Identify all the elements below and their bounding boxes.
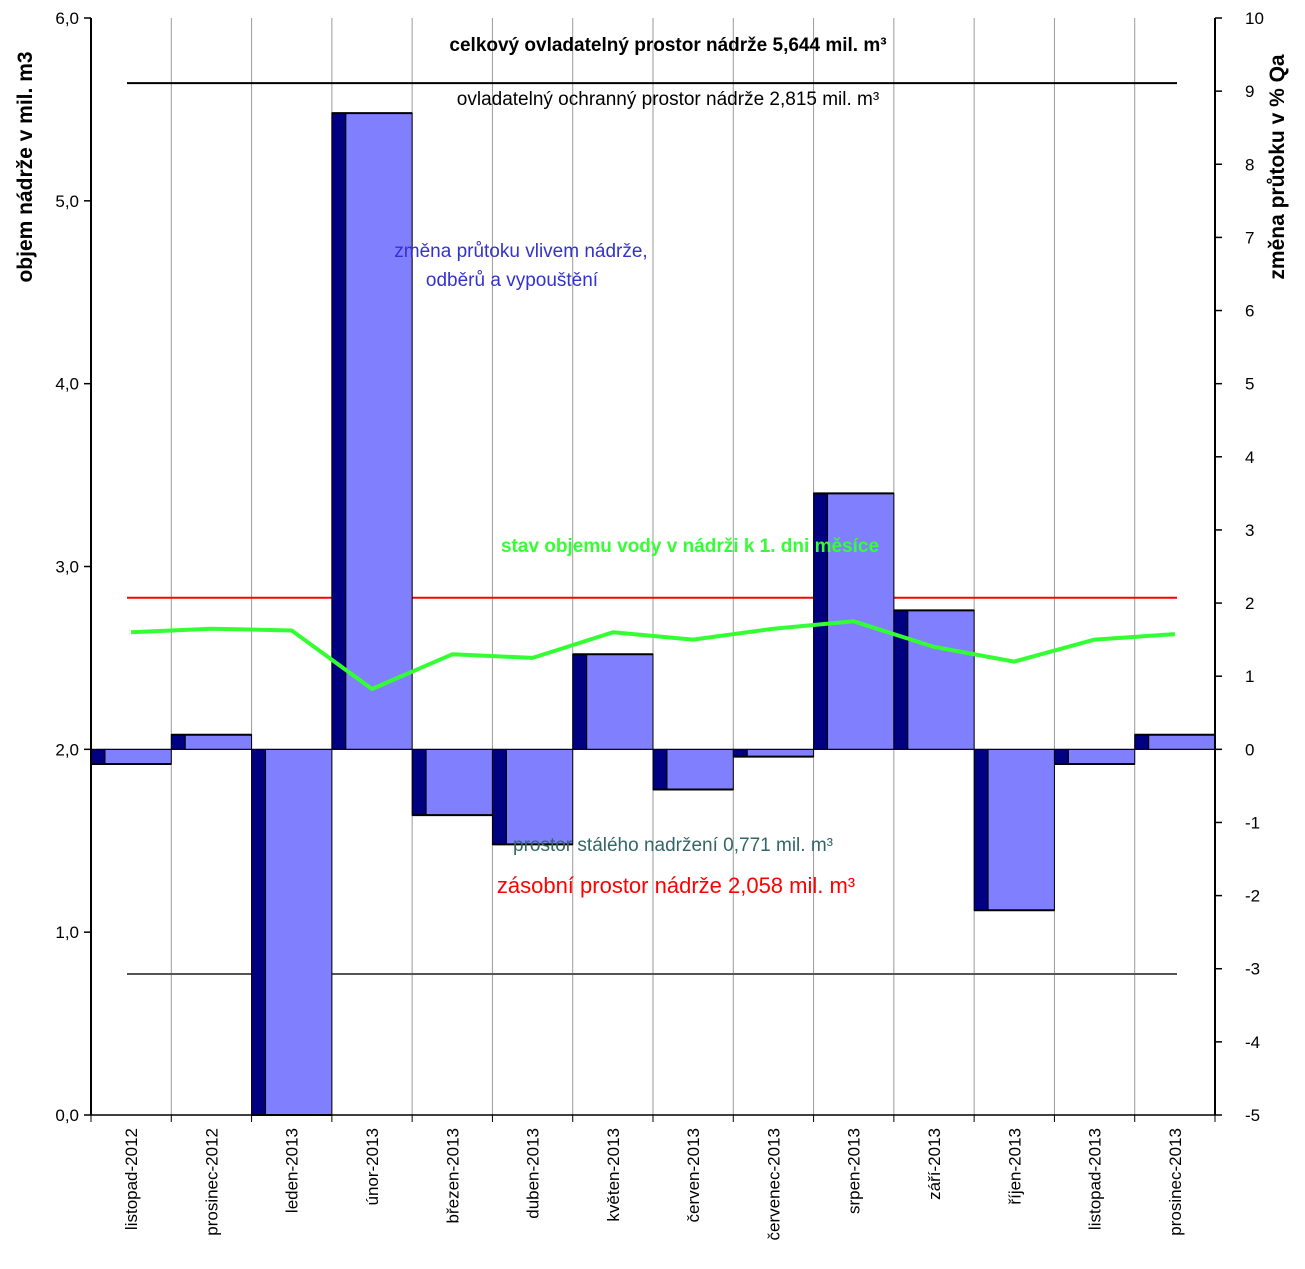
left-tick-label: 2,0 — [55, 740, 79, 759]
right-tick-label: 2 — [1245, 594, 1254, 613]
left-tick-label: 5,0 — [55, 192, 79, 211]
bar-front — [1148, 734, 1216, 750]
bar — [1134, 733, 1216, 750]
bar-front — [746, 748, 815, 758]
bar-side — [973, 748, 989, 911]
bar — [491, 748, 574, 846]
right-tick-label: 0 — [1245, 740, 1254, 759]
annotation-water-volume: stav objemu vody v nádrži k 1. dni měsíc… — [501, 536, 879, 557]
category-label: říjen-2013 — [1005, 1128, 1024, 1205]
bar-front — [104, 748, 172, 765]
bar-side — [1053, 748, 1069, 765]
left-tick-label: 3,0 — [55, 558, 79, 577]
right-tick-label: 7 — [1245, 228, 1254, 247]
category-label: duben-2013 — [524, 1128, 543, 1219]
bar-front — [184, 734, 253, 750]
annotation-permanent-space: prostor stálého nadržení 0,771 mil. m³ — [513, 835, 833, 856]
annotation-flow-change-line1: změna průtoku vlivem nádrže, — [394, 241, 647, 262]
category-label: září-2013 — [925, 1128, 944, 1200]
bar — [732, 748, 815, 758]
bar-front — [666, 748, 734, 791]
right-tick-label: 4 — [1245, 448, 1254, 467]
left-tick-label: 6,0 — [55, 9, 79, 28]
bar-front — [987, 748, 1055, 911]
category-label: červen-2013 — [684, 1128, 703, 1223]
category-label: listopad-2012 — [122, 1128, 141, 1230]
bar — [973, 748, 1055, 912]
bar — [572, 653, 654, 750]
category-label: leden-2013 — [283, 1128, 302, 1213]
bar-front — [345, 112, 413, 750]
bar-side — [732, 748, 748, 758]
bar — [1053, 748, 1136, 765]
bar — [652, 748, 734, 791]
bar-side — [90, 748, 106, 765]
right-tick-label: 10 — [1245, 9, 1264, 28]
bar-front — [265, 748, 333, 1116]
water-volume-line — [131, 619, 1176, 691]
bar-front — [907, 609, 975, 750]
bar-side — [411, 748, 427, 816]
category-label: listopad-2013 — [1086, 1128, 1105, 1230]
bar-front — [425, 748, 493, 816]
category-label: únor-2013 — [363, 1128, 382, 1206]
annotation-total-space: celkový ovladatelný prostor nádrže 5,644… — [449, 35, 886, 56]
right-tick-label: -4 — [1245, 1033, 1260, 1052]
bar — [90, 748, 172, 765]
tick-labels: 0,0 1,0 2,0 3,0 4,0 5,0 6,0 -5 -4 -3 -2 -1 0 1 2 3 4 5 6 7 8… — [55, 9, 1264, 1240]
right-tick-label: 1 — [1245, 667, 1254, 686]
left-tick-label: 0,0 — [55, 1106, 79, 1125]
category-label: březen-2013 — [443, 1128, 462, 1223]
category-label: červenec-2013 — [764, 1128, 783, 1240]
category-label: prosinec-2013 — [1166, 1128, 1185, 1236]
bar-side — [1134, 734, 1150, 750]
right-tick-label: 8 — [1245, 155, 1254, 174]
water-volume-polyline — [131, 619, 1176, 691]
right-tick-label: -3 — [1245, 960, 1260, 979]
bar-side — [251, 748, 267, 1116]
category-label: srpen-2013 — [845, 1128, 864, 1214]
annotation-protective-space: ovladatelný ochranný prostor nádrže 2,81… — [457, 89, 879, 110]
bar-side — [893, 609, 909, 750]
left-tick-label: 4,0 — [55, 375, 79, 394]
right-tick-label: 6 — [1245, 302, 1254, 321]
annotation-storage-space: zásobní prostor nádrže 2,058 mil. m³ — [497, 873, 855, 898]
right-tick-label: -1 — [1245, 813, 1260, 832]
bar-side — [491, 748, 507, 845]
bar — [251, 748, 333, 1116]
right-tick-label: 5 — [1245, 375, 1254, 394]
bar-side — [331, 112, 347, 750]
left-axis-title: objem nádrže v mil. m3 — [14, 51, 37, 282]
bar-front — [505, 748, 574, 845]
right-tick-label: 3 — [1245, 521, 1254, 540]
bar — [331, 112, 413, 750]
left-tick-label: 1,0 — [55, 923, 79, 942]
bar-side — [813, 492, 829, 750]
category-label: prosinec-2012 — [202, 1128, 221, 1236]
right-tick-label: 9 — [1245, 82, 1254, 101]
bar-side — [572, 653, 588, 750]
bar — [411, 748, 493, 817]
category-label: květen-2013 — [604, 1128, 623, 1222]
bar — [170, 733, 253, 750]
bar-side — [652, 748, 668, 791]
right-axis-title: změna průtoku v % Qa — [1266, 54, 1289, 280]
right-tick-label: -5 — [1245, 1106, 1260, 1125]
bar — [893, 609, 975, 750]
bar-front — [1067, 748, 1136, 765]
bar-front — [586, 653, 654, 750]
annotation-flow-change-line2: odběrů a vypouštění — [426, 270, 599, 291]
flow-change-bars — [90, 112, 1216, 1116]
right-tick-label: -2 — [1245, 887, 1260, 906]
bar-side — [170, 734, 186, 750]
